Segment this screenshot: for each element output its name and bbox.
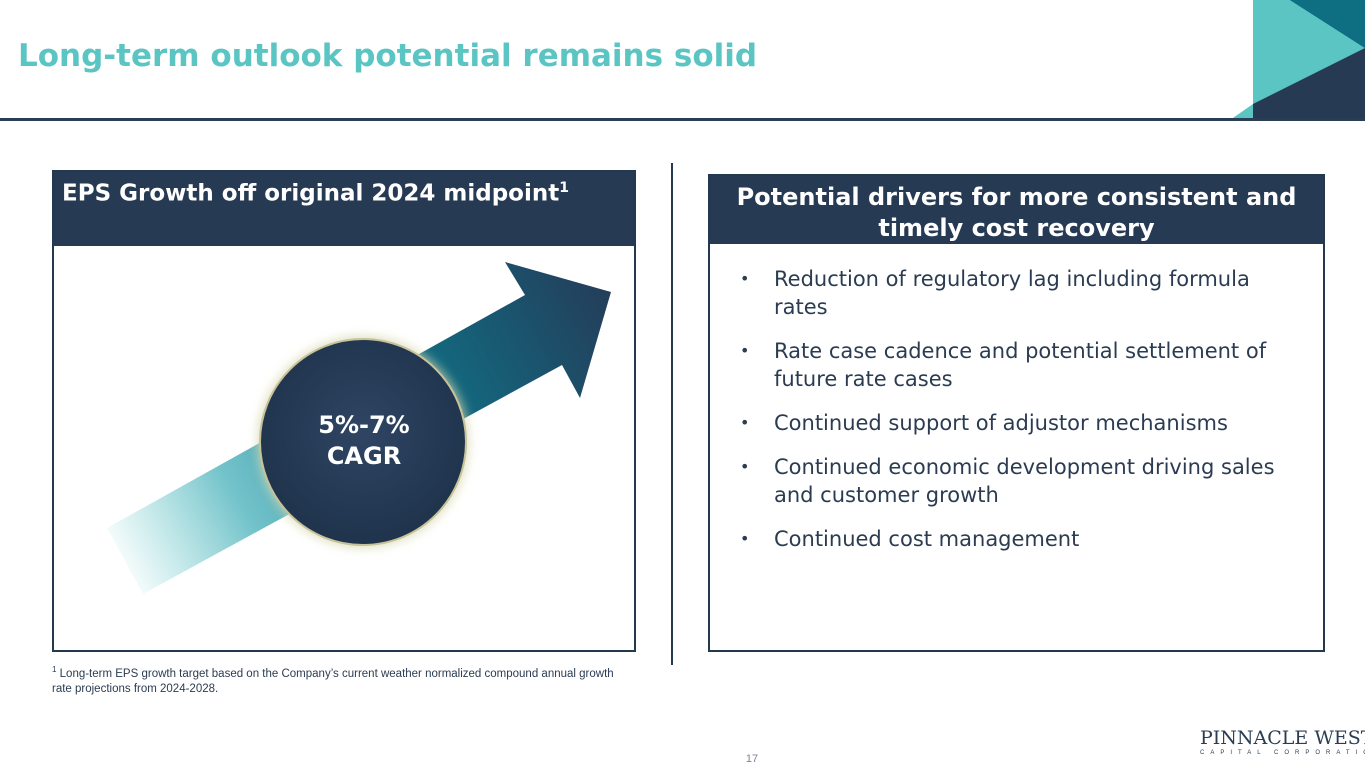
footnote-marker: 1 (52, 665, 57, 674)
title-rule (0, 118, 1365, 121)
list-item-text: Rate case cadence and potential settleme… (774, 339, 1267, 391)
cagr-badge-text: 5%-7% CAGR (264, 410, 464, 472)
eps-growth-header: EPS Growth off original 2024 midpoint1 (54, 172, 634, 246)
page-number: 17 (745, 753, 759, 765)
panel-divider (671, 163, 673, 665)
list-item: • Continued cost management (740, 525, 1310, 553)
drivers-header: Potential drivers for more consistent an… (710, 176, 1323, 244)
eps-growth-header-text: EPS Growth off original 2024 midpoint (62, 180, 560, 207)
list-item: • Continued economic development driving … (740, 453, 1310, 509)
slide-title: Long-term outlook potential remains soli… (18, 38, 758, 74)
footnote-text: Long-term EPS growth target based on the… (52, 667, 614, 695)
list-item: • Rate case cadence and potential settlem… (740, 337, 1310, 393)
list-item-text: Continued cost management (774, 527, 1080, 551)
bullet-icon: • (740, 457, 750, 476)
cagr-label: CAGR (326, 442, 402, 470)
drivers-header-line2: timely cost recovery (878, 214, 1155, 242)
list-item-text: Continued support of adjustor mechanisms (774, 411, 1228, 435)
bullet-icon: • (740, 529, 750, 548)
bullet-icon: • (740, 269, 750, 288)
logo-subtitle: CAPITAL CORPORATION (1200, 750, 1365, 756)
drivers-list: • Reduction of regulatory lag including f… (740, 265, 1310, 569)
drivers-header-line1: Potential drivers for more consistent an… (736, 183, 1297, 211)
cagr-range: 5%-7% (318, 411, 410, 439)
drivers-panel: Potential drivers for more consistent an… (708, 174, 1325, 652)
bullet-icon: • (740, 413, 750, 432)
eps-growth-header-footnote-marker: 1 (559, 180, 569, 196)
list-item: • Reduction of regulatory lag including f… (740, 265, 1310, 321)
list-item-text: Reduction of regulatory lag including fo… (774, 267, 1250, 319)
bullet-icon: • (740, 341, 750, 360)
footnote: 1 Long-term EPS growth target based on t… (52, 662, 622, 697)
company-logo: PINNACLE WEST CAPITAL CORPORATION (1200, 727, 1365, 756)
logo-name: PINNACLE WEST (1200, 727, 1365, 749)
list-item: • Continued support of adjustor mechanism… (740, 409, 1310, 437)
list-item-text: Continued economic development driving s… (774, 455, 1275, 507)
corner-decoration (1230, 0, 1365, 120)
